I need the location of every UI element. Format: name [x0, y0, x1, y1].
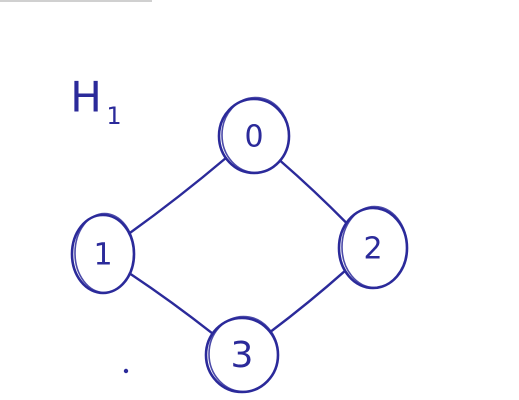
- node-0: 0: [217, 96, 291, 175]
- paper-edge: [0, 0, 152, 2]
- edge-2-3: [269, 269, 347, 334]
- node-2-circle-retrace: [341, 205, 408, 289]
- node-3-circle-retrace: [208, 315, 279, 393]
- edge-0-1: [128, 156, 228, 235]
- edge-0-2: [278, 159, 348, 225]
- graph-title-group: H 1: [70, 73, 121, 131]
- node-2-label: 2: [363, 232, 382, 267]
- edges-layer: [128, 156, 348, 335]
- nodes-layer: 0 1 2 3: [70, 96, 409, 394]
- node-0-label: 0: [244, 120, 263, 155]
- node-2: 2: [337, 205, 409, 290]
- graph-subscript: 1: [106, 102, 121, 130]
- node-3-label: 3: [231, 335, 254, 376]
- node-3: 3: [204, 315, 280, 394]
- node-1-label: 1: [93, 238, 112, 273]
- node-1-circle-retrace: [74, 212, 135, 294]
- node-1: 1: [70, 212, 136, 295]
- graph-title: H: [70, 73, 102, 122]
- node-0-circle-retrace: [221, 96, 290, 174]
- edge-1-3: [128, 272, 214, 335]
- ink-dot: [123, 368, 129, 374]
